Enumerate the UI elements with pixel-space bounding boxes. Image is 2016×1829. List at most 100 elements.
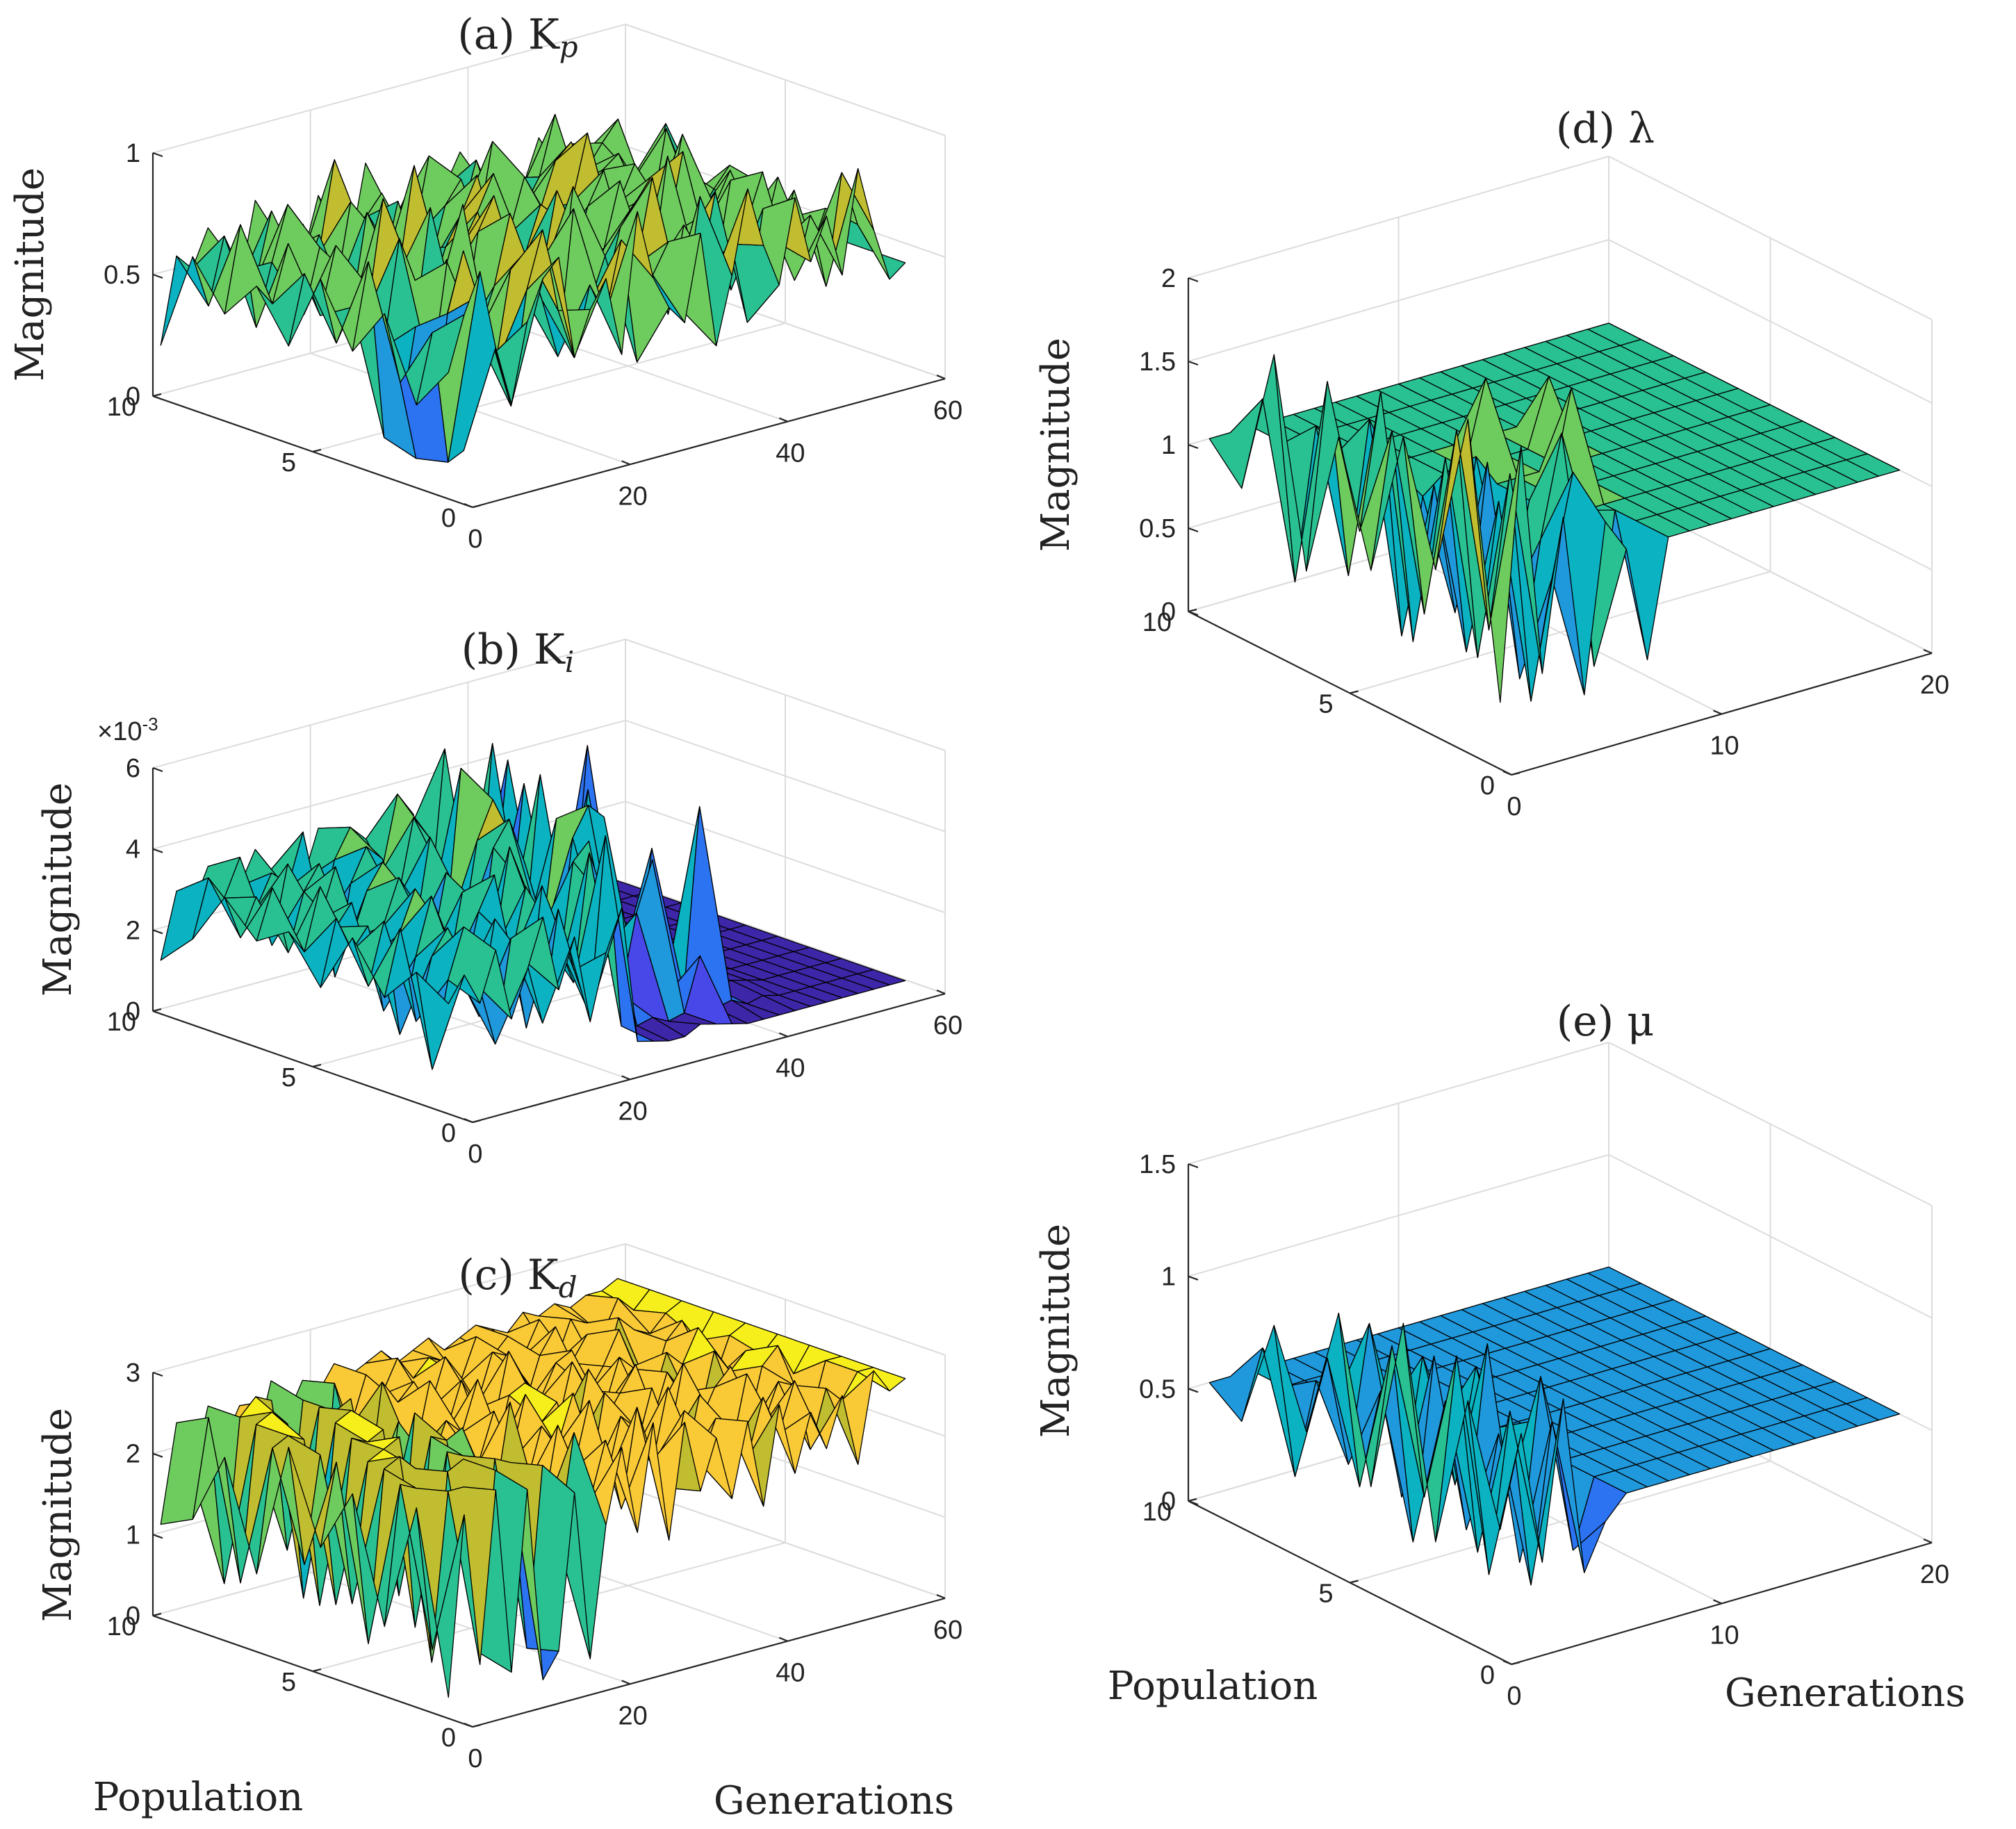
x-tick (312, 1668, 322, 1673)
y-axis-line (472, 377, 946, 509)
panel-title-a: (a) Kp (457, 10, 577, 64)
gridline (1188, 1154, 1609, 1277)
z-tick-label: 2 (1161, 264, 1176, 293)
y-tick-label: 20 (618, 1097, 648, 1126)
surface-face (416, 314, 465, 406)
y-tick-label: 40 (776, 1659, 805, 1688)
z-axis-label: Magnitude (1033, 338, 1079, 552)
x-tick-label: 5 (281, 1668, 296, 1697)
z-tick-label: 6 (126, 754, 140, 783)
title-subscript: d (559, 1270, 577, 1304)
gridline (1188, 1042, 1609, 1165)
y-tick-label: 10 (1710, 732, 1739, 761)
z-exponent-base: ×10 (97, 717, 142, 746)
y-tick (778, 1637, 788, 1642)
y-tick (621, 1680, 631, 1685)
z-tick-label: 4 (126, 835, 140, 864)
z-tick-label: 0 (1161, 598, 1176, 627)
x-tick-label: 10 (1142, 1498, 1172, 1527)
z-tick (152, 848, 163, 853)
z-tick (152, 1614, 163, 1621)
z-tick-label: 0.5 (104, 261, 140, 290)
title-subscript: p (559, 30, 578, 64)
y-tick (1713, 710, 1722, 715)
y-tick-label: 40 (776, 439, 805, 468)
y-tick-label: 10 (1710, 1621, 1739, 1650)
z-tick-label: 1 (126, 1520, 140, 1550)
y-tick (621, 1075, 631, 1081)
y-tick (778, 1032, 788, 1037)
panel-title-b: (b) Ki (461, 625, 575, 679)
z-tick (1188, 443, 1199, 450)
x-tick-label: 10 (107, 1612, 136, 1641)
y-tick-label: 20 (1920, 671, 1949, 700)
z-axis-label: Magnitude (8, 167, 53, 382)
y-tick (936, 989, 946, 995)
z-tick (1188, 277, 1199, 283)
x-tick (312, 1063, 322, 1068)
y-tick-label: 40 (776, 1054, 805, 1083)
x-tick-label: 0 (441, 1723, 456, 1753)
gridline (625, 1243, 946, 1356)
panel-title-c: (c) Kd (458, 1251, 577, 1304)
surface-e (1208, 1266, 1901, 1586)
x-tick (152, 1612, 162, 1617)
gridline (1608, 239, 1933, 404)
x-tick-label: 10 (1142, 608, 1172, 637)
gridline (152, 719, 626, 850)
x-tick (152, 393, 162, 397)
z-tick-label: 0.5 (1139, 1375, 1176, 1404)
z-tick (152, 1452, 163, 1458)
x-tick (1188, 1498, 1197, 1502)
z-tick-label: 1 (1161, 431, 1176, 460)
surface-face (1614, 509, 1669, 661)
z-tick-label: 1.5 (1139, 1150, 1176, 1179)
y-tick-label: 0 (1507, 1682, 1521, 1711)
y-tick (1713, 1599, 1722, 1605)
gridline (310, 967, 630, 1081)
z-exponent: ×10-3 (97, 714, 158, 746)
z-tick-label: 3 (126, 1359, 140, 1388)
panel-title-d: (d) λ (1556, 104, 1655, 153)
y-tick-label: 0 (468, 1140, 482, 1169)
x-tick-label: 0 (441, 1119, 456, 1148)
gridline (625, 882, 946, 994)
surface-d (1208, 322, 1901, 703)
y-tick (778, 417, 788, 423)
x-tick (1350, 690, 1359, 694)
z-tick (1188, 360, 1199, 366)
z-tick-label: 0.5 (1139, 514, 1176, 543)
y-tick (1502, 770, 1512, 776)
y-tick-label: 60 (933, 1616, 962, 1645)
title-subscript: i (565, 645, 574, 679)
title-text: (b) K (461, 625, 566, 674)
x-tick-label: 0 (1480, 1661, 1495, 1690)
x-tick (312, 448, 322, 453)
gridline (1608, 1042, 1933, 1206)
x-tick (472, 1723, 482, 1728)
z-tick-label: 1 (1161, 1263, 1176, 1292)
y-axis-line (472, 992, 946, 1124)
z-tick-label: 0 (126, 997, 140, 1026)
x-tick-label: 10 (107, 1008, 136, 1037)
z-tick (152, 1010, 163, 1016)
gridline (152, 24, 626, 154)
z-tick (152, 1534, 163, 1539)
x-tick-label: 10 (107, 393, 136, 422)
y-tick (1923, 648, 1933, 655)
z-tick (152, 273, 163, 279)
title-text: (d) λ (1556, 104, 1655, 153)
z-axis-label: Magnitude (35, 1408, 81, 1622)
x-tick (472, 1119, 482, 1124)
y-tick (621, 460, 631, 466)
y-tick-label: 0 (1507, 792, 1521, 821)
z-tick-label: 1 (126, 139, 140, 168)
x-tick-label: 5 (1318, 1580, 1333, 1609)
